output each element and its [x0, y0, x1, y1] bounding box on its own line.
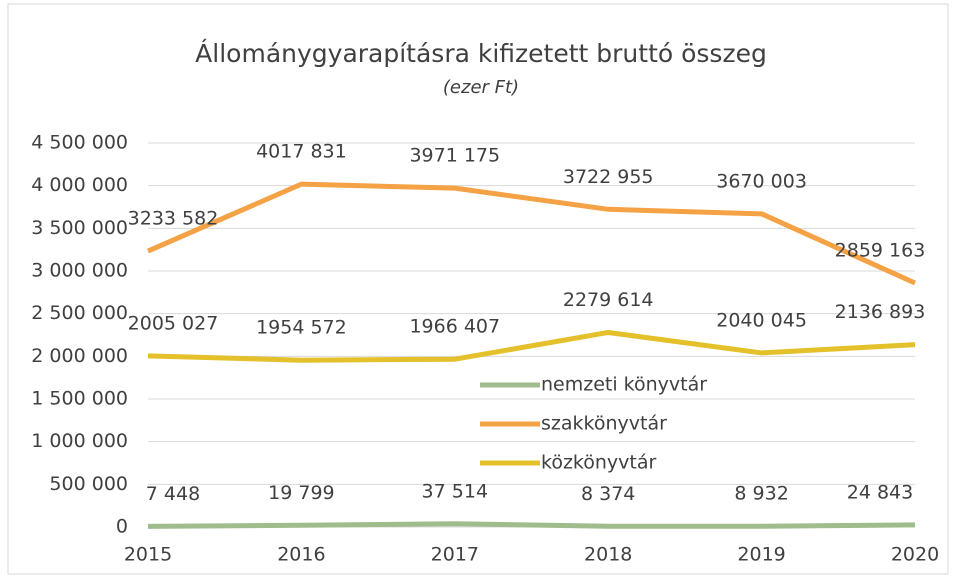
- chart-subtitle: (ezer Ft): [443, 77, 519, 98]
- y-tick-label: 3 500 000: [31, 217, 128, 239]
- data-label: 7 448: [146, 483, 200, 505]
- data-label: 2040 045: [716, 309, 807, 331]
- data-label: 19 799: [268, 482, 334, 504]
- y-tick-label: 1 500 000: [31, 388, 128, 410]
- data-label: 3971 175: [409, 145, 500, 167]
- y-tick-label: 1 000 000: [31, 430, 128, 452]
- legend-label: szakkönyvtár: [541, 413, 667, 435]
- data-label: 2279 614: [563, 289, 654, 311]
- data-label: 3233 582: [128, 208, 219, 230]
- x-tick-label: 2019: [737, 544, 785, 566]
- data-label: 37 514: [422, 480, 488, 502]
- y-tick-label: 2 000 000: [31, 345, 128, 367]
- data-label: 2136 893: [835, 301, 926, 323]
- data-label: 3670 003: [716, 170, 807, 192]
- x-tick-label: 2016: [277, 544, 325, 566]
- x-tick-label: 2017: [431, 544, 479, 566]
- y-tick-label: 500 000: [49, 473, 128, 495]
- legend-label: nemzeti könyvtár: [541, 374, 707, 396]
- legend-label: közkönyvtár: [541, 452, 656, 474]
- y-tick-label: 0: [116, 516, 128, 538]
- x-tick-label: 2018: [584, 544, 632, 566]
- y-tick-label: 4 500 000: [31, 132, 128, 154]
- data-label: 24 843: [847, 481, 913, 503]
- data-label: 4017 831: [256, 141, 347, 163]
- series-line: [147, 521, 916, 529]
- x-tick-label: 2020: [891, 544, 939, 566]
- data-label: 8 374: [581, 483, 635, 505]
- data-label: 8 932: [734, 483, 788, 505]
- series-line: [147, 329, 916, 363]
- series-line: [147, 181, 917, 286]
- data-label: 3722 955: [563, 166, 654, 188]
- data-label: 2005 027: [128, 312, 219, 334]
- y-tick-label: 3 000 000: [31, 260, 128, 282]
- data-label: 1954 572: [256, 317, 347, 339]
- data-label: 1966 407: [409, 316, 500, 338]
- chart-frame: [7, 3, 949, 575]
- x-tick-label: 2015: [124, 544, 172, 566]
- y-tick-label: 4 000 000: [31, 174, 128, 196]
- data-label: 2859 163: [835, 240, 926, 262]
- y-tick-label: 2 500 000: [31, 302, 128, 324]
- chart-title: Állománygyarapításra kifizetett bruttó ö…: [195, 39, 767, 68]
